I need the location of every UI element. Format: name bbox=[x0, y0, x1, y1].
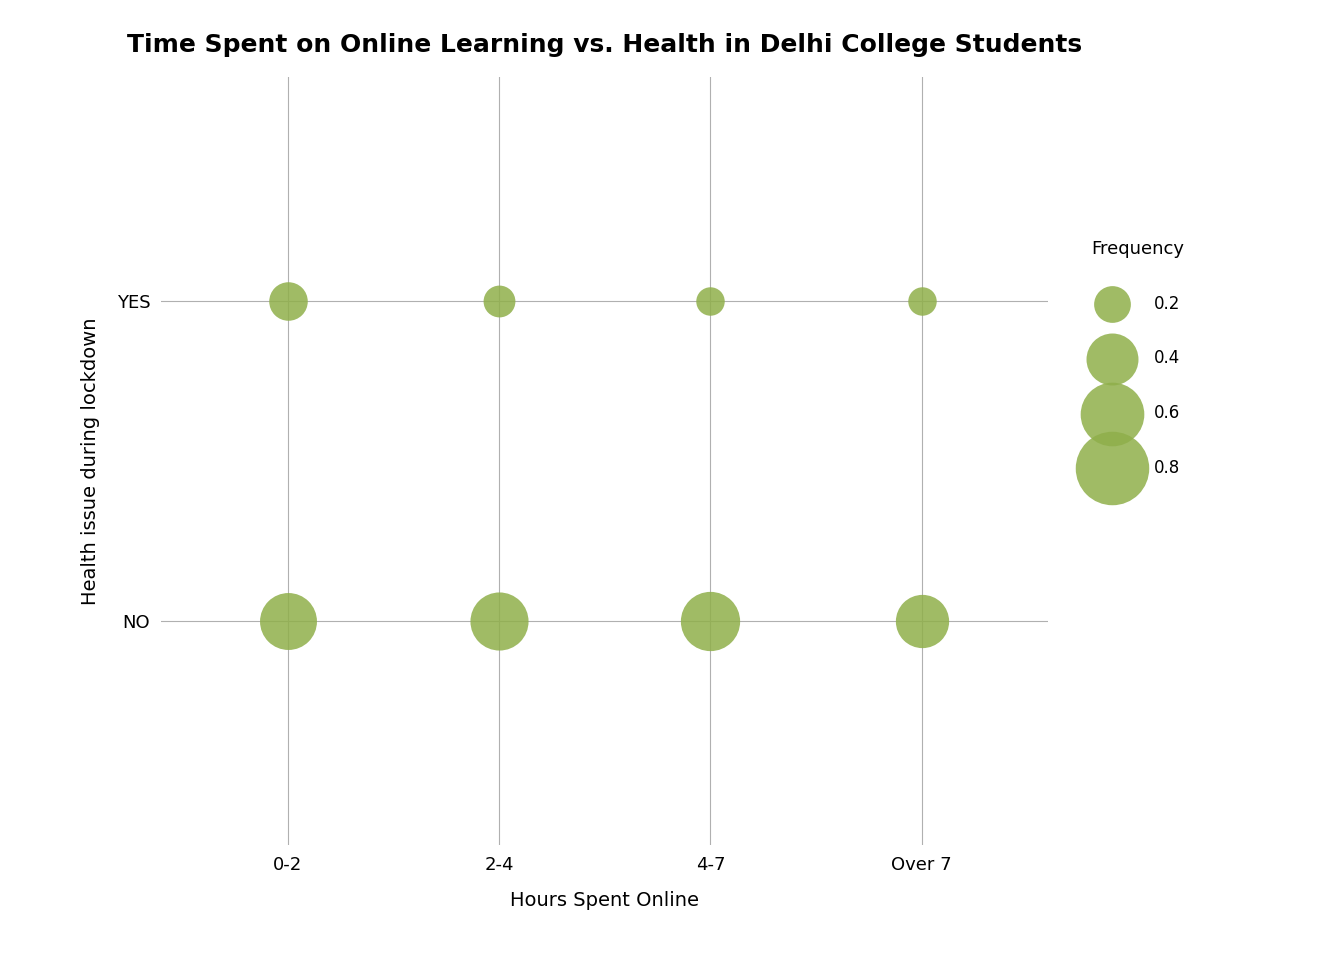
Point bbox=[277, 293, 298, 308]
Point bbox=[700, 613, 722, 629]
Y-axis label: Health issue during lockdown: Health issue during lockdown bbox=[81, 317, 99, 605]
Legend: 0.2, 0.4, 0.6, 0.8: 0.2, 0.4, 0.6, 0.8 bbox=[1074, 224, 1200, 493]
Point bbox=[911, 613, 933, 629]
Point bbox=[700, 293, 722, 308]
Point bbox=[277, 613, 298, 629]
Point bbox=[488, 293, 509, 308]
Title: Time Spent on Online Learning vs. Health in Delhi College Students: Time Spent on Online Learning vs. Health… bbox=[128, 33, 1082, 57]
Point bbox=[911, 293, 933, 308]
Point bbox=[488, 613, 509, 629]
X-axis label: Hours Spent Online: Hours Spent Online bbox=[511, 891, 699, 909]
